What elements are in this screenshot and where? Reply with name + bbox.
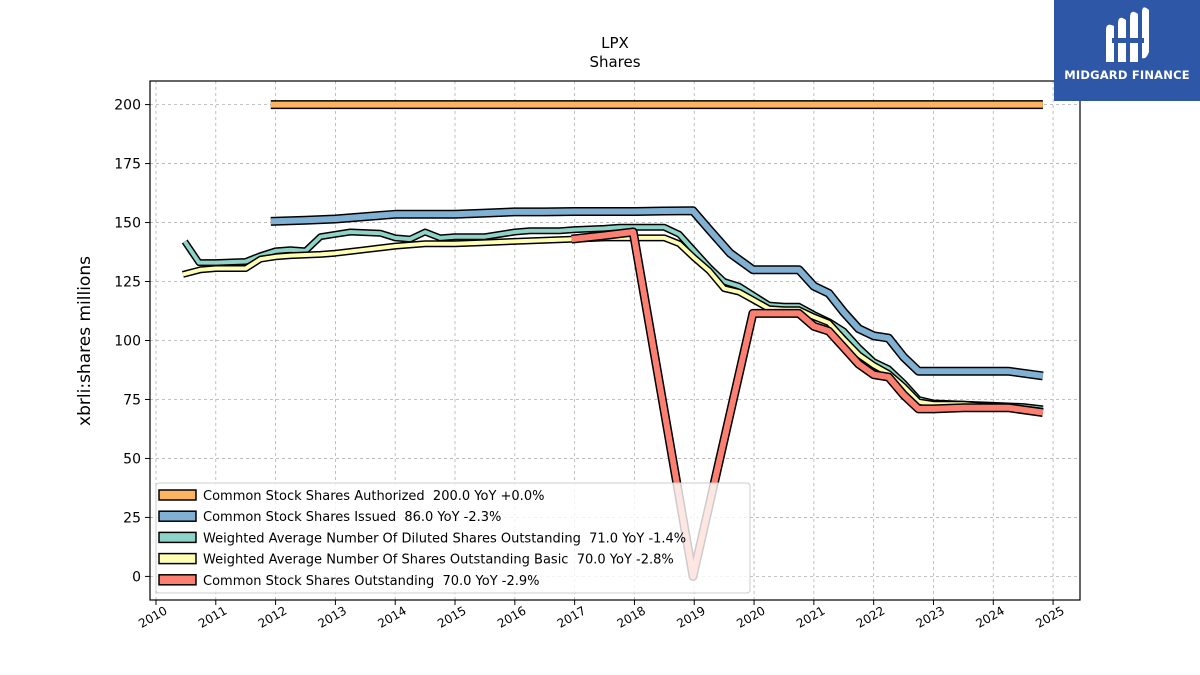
y-tick-label: 50 <box>123 451 141 467</box>
legend-item: Weighted Average Number Of Diluted Share… <box>158 531 686 546</box>
midgard-logo-icon <box>1106 7 1149 63</box>
x-tick-label: 2019 <box>674 603 707 630</box>
chart-subtitle: Shares <box>589 53 640 71</box>
legend-swatch <box>158 574 197 586</box>
legend-item: Weighted Average Number Of Shares Outsta… <box>158 552 674 568</box>
y-axis-label: xbrli:shares millions <box>75 256 95 426</box>
series-4 <box>182 234 1044 415</box>
x-tick-label: 2011 <box>196 603 229 630</box>
x-tick-label: 2017 <box>555 603 588 630</box>
legend-swatch <box>158 531 197 544</box>
legend-swatch <box>158 489 197 501</box>
legend-item: Common Stock Shares Authorized 200.0 YoY… <box>158 489 544 504</box>
legend: Common Stock Shares Authorized 200.0 YoY… <box>155 482 751 594</box>
x-tick-label: 2010 <box>136 603 169 630</box>
legend-swatch <box>158 510 197 522</box>
legend-swatch <box>158 552 197 565</box>
y-tick-label: 25 <box>123 510 141 526</box>
x-tick-label: 2021 <box>794 603 827 630</box>
brand-logo: MIDGARD FINANCE <box>1054 0 1200 101</box>
legend-item: Common Stock Shares Issued 86.0 YoY -2.3… <box>158 510 501 525</box>
y-tick-label: 200 <box>114 98 141 114</box>
y-tick-label: 175 <box>114 157 141 173</box>
x-tick-label: 2013 <box>316 603 349 630</box>
series-outline <box>182 234 1044 415</box>
x-tick-label: 2020 <box>734 603 767 630</box>
legend-label: Common Stock Shares Outstanding 70.0 YoY… <box>203 574 540 589</box>
y-tick-label: 100 <box>114 334 141 350</box>
y-tick-label: 125 <box>114 275 141 291</box>
legend-box <box>155 482 751 594</box>
y-tick-label: 75 <box>123 392 141 408</box>
y-tick-label: 150 <box>114 216 141 232</box>
chart-title: LPX <box>601 34 629 52</box>
x-tick-label: 2015 <box>435 603 468 630</box>
series-line <box>270 207 1044 379</box>
x-tick-label: 2022 <box>854 603 887 630</box>
x-tick-label: 2012 <box>256 603 289 630</box>
x-tick-label: 2025 <box>1033 603 1066 630</box>
series-2 <box>270 206 1044 381</box>
x-tick-label: 2014 <box>375 603 408 630</box>
series-line <box>182 235 1044 414</box>
y-tick-label: 0 <box>132 569 141 585</box>
legend-label: Weighted Average Number Of Diluted Share… <box>203 531 686 546</box>
legend-label: Common Stock Shares Authorized 200.0 YoY… <box>203 489 544 504</box>
x-tick-label: 2018 <box>615 603 648 630</box>
logo-text: MIDGARD FINANCE <box>1064 68 1190 82</box>
x-tick-label: 2024 <box>973 603 1006 630</box>
x-tick-label: 2023 <box>914 603 947 630</box>
legend-label: Weighted Average Number Of Shares Outsta… <box>203 553 674 568</box>
x-tick-label: 2016 <box>495 603 528 630</box>
legend-label: Common Stock Shares Issued 86.0 YoY -2.3… <box>203 510 501 525</box>
legend-item: Common Stock Shares Outstanding 70.0 YoY… <box>158 574 540 589</box>
